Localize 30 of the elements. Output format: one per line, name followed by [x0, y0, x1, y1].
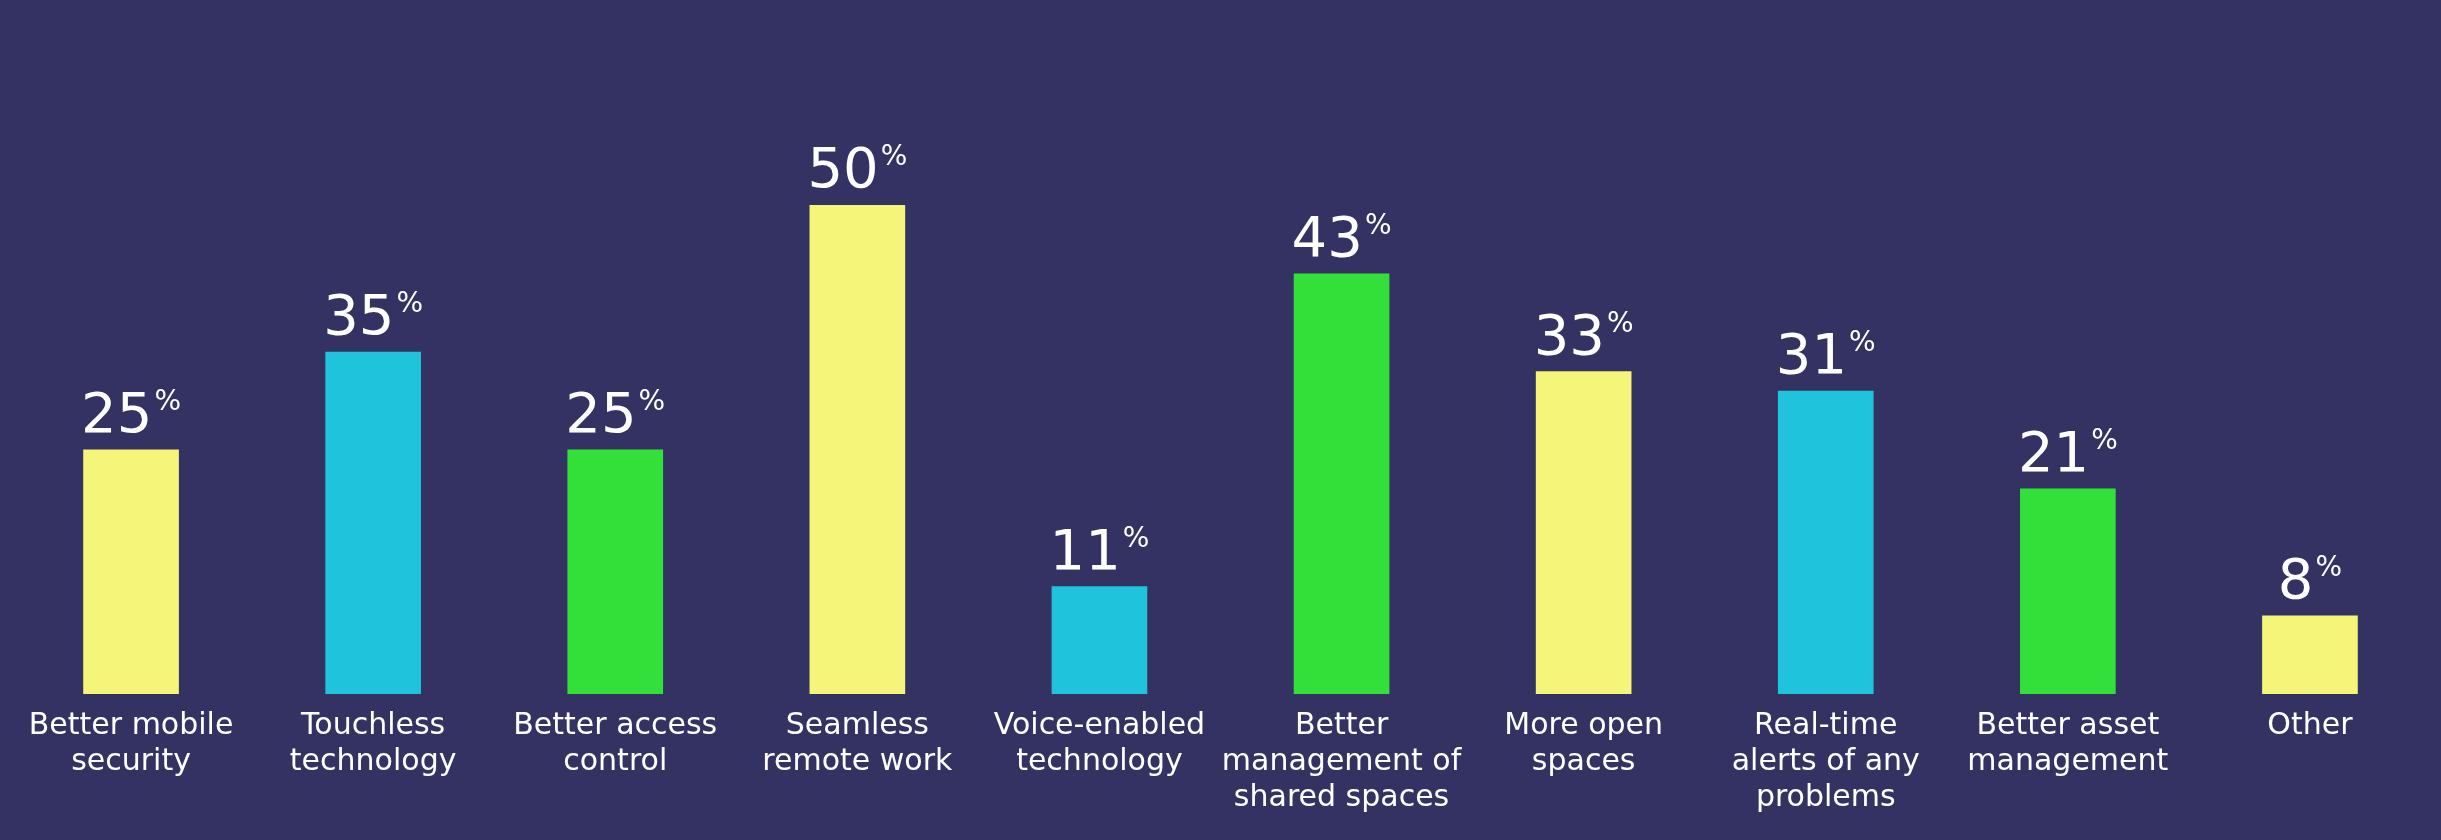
data-label: 11%: [1049, 516, 1150, 582]
bar: [1535, 371, 1632, 694]
x-tick-label: Real-time alerts of any problems: [1731, 705, 1920, 813]
bar: [1293, 273, 1390, 694]
bar: [1777, 390, 1874, 694]
x-tick-label: Touchless technology: [289, 705, 457, 777]
data-label: 43%: [1291, 203, 1392, 269]
data-label: 25%: [81, 379, 181, 445]
bar: [83, 449, 179, 694]
x-tick-label: Voice-enabled technology: [993, 705, 1206, 777]
bar: [809, 205, 906, 694]
x-tick-label: Other: [2267, 705, 2354, 741]
x-tick-label: Seamless remote work: [762, 705, 953, 777]
x-tick-label: Better management of shared spaces: [1221, 705, 1463, 813]
bar: [2262, 615, 2358, 694]
bar: [1051, 586, 1148, 694]
x-tick-label: Better access control: [513, 705, 718, 777]
data-label: 33%: [1533, 301, 1634, 367]
data-label: 50%: [807, 135, 908, 201]
bar: [567, 449, 664, 694]
data-label: 25%: [565, 379, 666, 445]
bar: [325, 351, 421, 694]
data-label: 8%: [2277, 545, 2343, 611]
data-label: 35%: [323, 282, 424, 347]
bar: [2020, 488, 2116, 694]
x-tick-label: Better mobile security: [28, 705, 234, 777]
data-label: 31%: [1775, 321, 1876, 387]
data-label: 21%: [2017, 418, 2118, 484]
x-tick-label: Better asset management: [1967, 705, 2169, 777]
x-tick-label: More open spaces: [1504, 705, 1664, 777]
